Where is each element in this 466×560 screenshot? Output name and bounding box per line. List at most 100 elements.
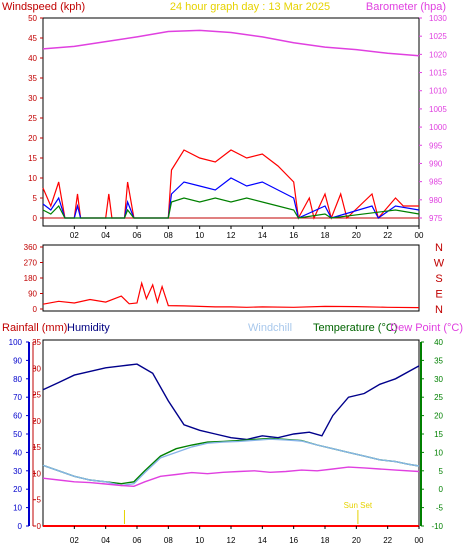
wind-x-tick-label: 16 — [289, 231, 298, 240]
barometer-tick-label: 995 — [429, 141, 443, 150]
humidity-axis: 0 10 20 30 40 50 60 70 80 90 100 — [9, 338, 30, 531]
wind-series — [42, 29, 420, 220]
temp-x-tick-label: 22 — [383, 536, 392, 545]
barometer-tick-label: 1030 — [429, 14, 447, 23]
series-humidity — [42, 363, 420, 441]
wind-x-tick-label: 14 — [258, 231, 267, 240]
temperature-tick-label: 5 — [439, 467, 444, 476]
temp-x-tick-label: 18 — [321, 536, 330, 545]
humidity-tick-label: 30 — [13, 467, 22, 476]
rainfall-axis-label: Rainfall (mm) — [2, 322, 67, 334]
rainfall-axis: 0 5 10 15 20 25 30 35 — [32, 338, 41, 531]
temperature-tick-label: 0 — [439, 485, 444, 494]
wind-x-tick-label: 12 — [227, 231, 236, 240]
humidity-tick-label: 100 — [9, 338, 23, 347]
direction-series — [42, 280, 420, 309]
wind-x-tick-label: 20 — [352, 231, 361, 240]
temp-x-tick-label: 12 — [227, 536, 236, 545]
temperature-tick-label: 30 — [434, 375, 443, 384]
temp-x-tick-label: 20 — [352, 536, 361, 545]
direction-tick-label: 90 — [28, 290, 37, 299]
sun-markers: Sun Set — [123, 501, 373, 524]
windspeed-tick-label: 45 — [28, 34, 37, 43]
windspeed-tick-label: 15 — [28, 154, 37, 163]
direction-tick-label: 0 — [33, 305, 38, 314]
rainfall-tick-label: 10 — [32, 469, 41, 478]
direction-tick-label: 180 — [24, 274, 38, 283]
windspeed-tick-label: 40 — [28, 54, 37, 63]
temp-x-tick-label: 14 — [258, 536, 267, 545]
rainfall-tick-label: 5 — [37, 496, 42, 505]
barometer-tick-label: 990 — [429, 159, 443, 168]
compass-label: N — [435, 242, 443, 254]
rainfall-tick-label: 30 — [32, 364, 41, 373]
rainfall-tick-label: 35 — [32, 338, 41, 347]
humidity-tick-label: 0 — [18, 522, 23, 531]
barometer-tick-label: 1020 — [429, 50, 447, 59]
temperature-tick-label: -10 — [431, 522, 443, 531]
temperature-tick-label: -5 — [436, 504, 444, 513]
direction-tick-label: 360 — [24, 243, 38, 252]
temperature-tick-label: 15 — [434, 430, 443, 439]
series-average — [42, 177, 420, 219]
temperature-tick-label: 35 — [434, 356, 443, 365]
barometer-axis-label: Barometer (hpa) — [366, 1, 446, 13]
windchill-label: Windchill — [248, 322, 292, 334]
compass-label: E — [435, 289, 442, 301]
series-wind-speed — [42, 197, 420, 219]
rainfall-tick-label: 25 — [32, 391, 41, 400]
windspeed-tick-label: 50 — [28, 14, 37, 23]
temperature-tick-label: 10 — [434, 448, 443, 457]
windspeed-axis: 0 5 10 15 20 25 30 35 40 45 50 — [28, 14, 43, 223]
temp-x-tick-label: 16 — [289, 536, 298, 545]
temp-x-tick-label: 10 — [195, 536, 204, 545]
wind-x-tick-label: 22 — [383, 231, 392, 240]
humidity-tick-label: 90 — [13, 356, 22, 365]
humidity-tick-label: 40 — [13, 448, 22, 457]
temp-x-tick-label: 02 — [70, 536, 79, 545]
humidity-tick-label: 60 — [13, 412, 22, 421]
temperature-axis: -10 -5 0 5 10 15 20 25 30 35 40 — [420, 338, 444, 531]
temperature-tick-label: 40 — [434, 338, 443, 347]
windspeed-tick-label: 35 — [28, 74, 37, 83]
wind-x-tick-label: 08 — [164, 231, 173, 240]
direction-axis: 0 90 180 270 360 — [24, 243, 43, 314]
compass-label: N — [435, 304, 443, 316]
barometer-tick-label: 1000 — [429, 123, 447, 132]
barometer-axis: 975 980 985 990 995 1000 1005 1010 1015 1020 1025 1… — [419, 14, 447, 223]
series-dew-point — [42, 466, 420, 488]
barometer-tick-label: 975 — [429, 214, 443, 223]
series-wind-direction — [42, 280, 420, 309]
humidity-axis-label: Humidity — [67, 322, 110, 334]
humidity-tick-label: 80 — [13, 375, 22, 384]
temp-x-tick-label: 04 — [101, 536, 110, 545]
wind-x-tick-label: 06 — [133, 231, 142, 240]
wind-x-tick-label: 10 — [195, 231, 204, 240]
rainfall-tick-label: 15 — [32, 443, 41, 452]
barometer-tick-label: 1015 — [429, 69, 447, 78]
temp-x-axis: 02 04 06 08 10 12 14 16 18 20 22 00 — [70, 526, 424, 545]
series-windchill — [42, 438, 420, 487]
wind-x-tick-label: 18 — [321, 231, 330, 240]
compass-label: S — [435, 273, 442, 285]
humidity-tick-label: 20 — [13, 485, 22, 494]
sunset-label: Sun Set — [344, 501, 373, 510]
windspeed-axis-label: Windspeed (kph) — [2, 1, 85, 13]
rainfall-tick-label: 0 — [37, 522, 42, 531]
barometer-tick-label: 980 — [429, 196, 443, 205]
windspeed-tick-label: 30 — [28, 94, 37, 103]
windspeed-tick-label: 20 — [28, 134, 37, 143]
series-barometer — [42, 29, 420, 57]
temp-x-tick-label: 00 — [415, 536, 424, 545]
temperature-tick-label: 25 — [434, 393, 443, 402]
windspeed-tick-label: 5 — [33, 194, 38, 203]
wind-panel: Windspeed (kph) 24 hour graph day : 13 M… — [2, 1, 447, 240]
compass-label: W — [434, 258, 445, 270]
temp-x-tick-label: 06 — [133, 536, 142, 545]
barometer-tick-label: 1010 — [429, 87, 447, 96]
temp-panel: Rainfall (mm) Humidity Windchill Tempera… — [2, 322, 463, 545]
dewpoint-label: Dew Point (°C) — [390, 322, 463, 334]
